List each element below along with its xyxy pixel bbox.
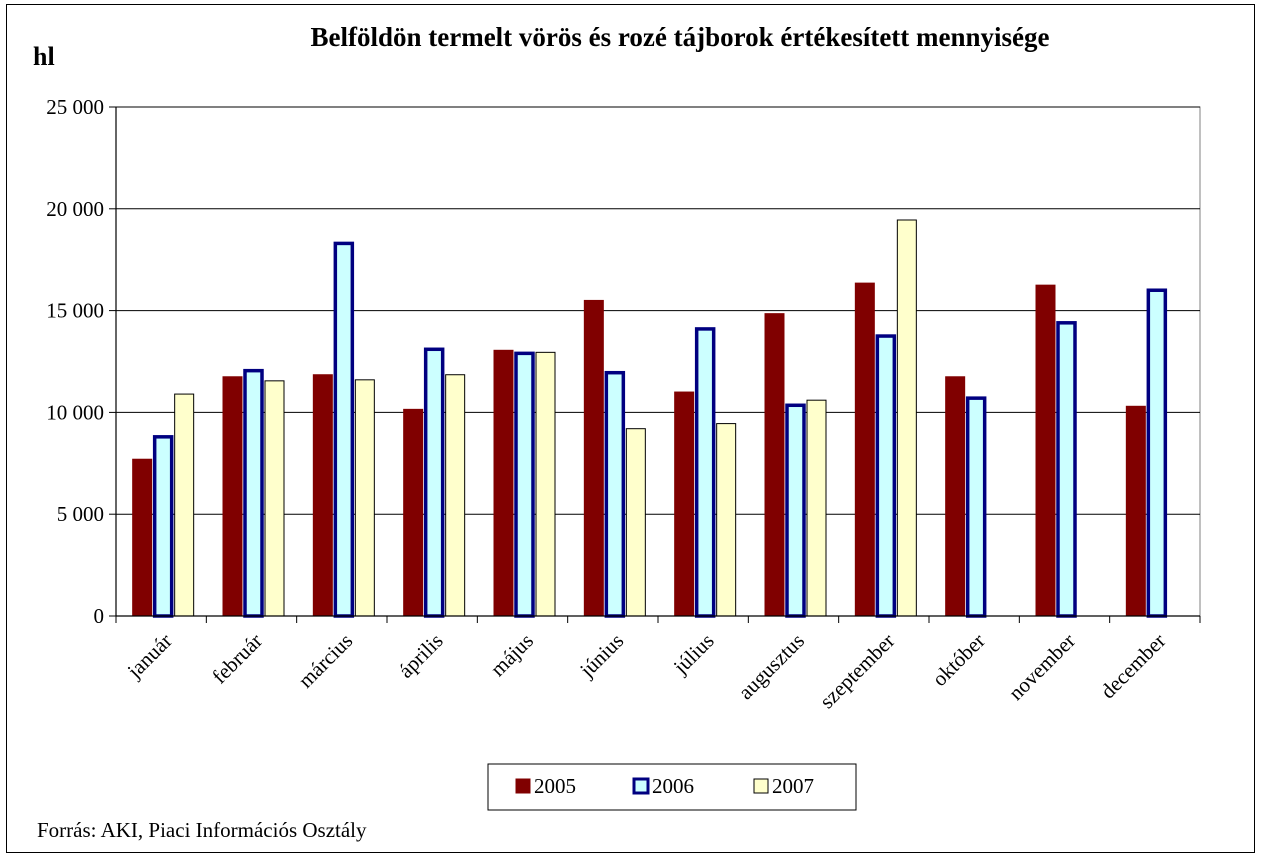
bar-2005-február [222,376,243,617]
bar-2006-október [965,396,987,618]
bar-2005-május [493,349,514,617]
bar-2005-november [1035,284,1056,617]
x-tick-label: január [122,629,177,684]
x-tick-label: július [668,629,719,680]
y-tick-label: 20 000 [46,197,104,221]
bar-2005-szeptember [854,282,875,617]
bar-2006-január [152,435,174,618]
bar-2007-január [174,393,195,617]
bar-2006-szeptember [875,334,897,618]
bar-2006-május [514,351,535,618]
legend-swatch-2007 [753,778,769,794]
y-tick-labels: 0 5 000 10 000 15 000 20 000 25 000 [46,95,104,628]
bar-2006-december [1146,288,1168,618]
x-tick-label: március [293,629,357,693]
x-tick-label: október [927,629,989,691]
bar-2006-augusztus [785,403,806,618]
x-tick-label: december [1096,629,1171,704]
bar-2006-február [243,368,264,618]
bar-2005-augusztus [764,313,785,617]
legend-box [487,763,857,811]
bar-2006-július [694,327,716,618]
x-tick-label: április [394,629,448,683]
legend-label-2006: 2006 [652,774,694,798]
bar-2005-január [132,458,153,617]
y-tick-label: 15 000 [46,299,104,323]
x-tick-label: június [574,629,628,683]
y-tick-label: 10 000 [46,400,104,424]
bar-2005-március [312,374,333,617]
x-tick-label: szeptember [815,629,900,714]
y-tick-label: 0 [94,604,105,628]
bar-2006-március [333,241,355,618]
bars [132,219,1168,618]
bar-2007-április [445,374,466,617]
x-tick-label: február [207,629,267,689]
source-note: Forrás: AKI, Piaci Információs Osztály [37,818,367,842]
bar-2007-július [716,423,737,617]
bar-2006-november [1056,321,1077,618]
axes [109,106,1201,623]
bar-2007-szeptember [896,219,917,617]
chart-title: Belföldön termelt vörös és rozé tájborok… [310,22,1050,52]
legend: 2005 2006 2007 [487,763,857,811]
bar-2005-április [403,408,424,617]
bar-2006-április [423,347,445,618]
x-tick-labels: január február március április május június jú… [122,629,1170,714]
bar-2007-február [264,380,285,617]
bar-2005-október [945,376,966,617]
x-tick-label: május [486,629,538,681]
y-axis-unit-label: hl [33,42,55,71]
y-tick-label: 25 000 [46,95,104,119]
bar-2007-június [625,428,646,617]
bar-2005-július [674,391,695,617]
legend-swatch-2006 [632,777,650,795]
bar-2007-augusztus [806,399,827,617]
bar-2007-március [354,379,375,617]
bar-2006-június [604,370,626,618]
y-tick-label: 5 000 [57,502,104,526]
x-tick-label: augusztus [733,629,809,705]
legend-swatch-2005 [515,778,531,794]
x-tick-label: november [1004,629,1080,705]
bar-2005-december [1125,405,1146,617]
legend-label-2007: 2007 [772,774,814,798]
bar-2005-június [583,299,604,617]
legend-label-2005: 2005 [534,774,576,798]
bar-2007-május [535,351,556,617]
